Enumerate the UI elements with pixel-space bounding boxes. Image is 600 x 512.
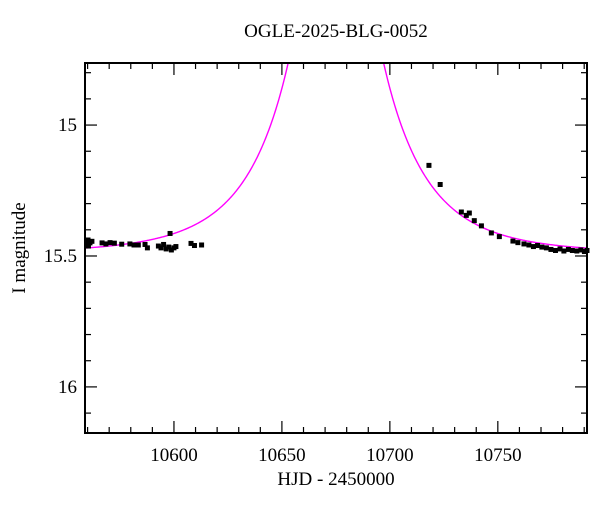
x-tick-label: 10750 [474,445,522,466]
data-point [578,247,584,253]
data-point [163,246,169,252]
data-point [89,238,95,244]
data-point [526,242,532,248]
data-point [569,247,575,253]
data-point [471,218,477,224]
data-point [155,243,161,249]
data-point [539,244,545,250]
data-point [103,241,109,247]
y-axis-title: I magnitude [9,202,30,294]
data-point [581,249,587,255]
data-point [173,244,179,250]
data-point [158,245,164,251]
data-point [167,230,173,236]
data-point [548,246,554,252]
x-tick-label: 10650 [258,445,306,466]
data-point [191,243,197,249]
y-tick-label: 16 [58,377,77,398]
data-point [84,240,90,246]
data-point [119,241,125,247]
chart-title: OGLE-2025-BLG-0052 [244,21,428,42]
data-point [107,240,113,246]
data-point [426,162,432,168]
data-point [466,210,472,216]
data-point [535,243,541,249]
x-tick-label: 10700 [366,445,414,466]
data-point [478,223,484,229]
x-axis-title: HJD - 2450000 [277,469,395,490]
data-point [521,241,527,247]
data-point [142,241,148,247]
data-point [574,248,580,254]
data-point [510,238,516,244]
data-point [168,247,174,253]
y-tick-label: 15 [58,115,77,136]
data-point [199,242,205,248]
data-point [144,245,150,251]
y-tick-label: 15.5 [44,246,77,267]
data-point [161,241,167,247]
data-point [552,247,558,253]
data-point [496,234,502,240]
data-point [515,240,521,246]
data-points [84,162,590,255]
data-point [437,182,443,187]
data-point [135,242,141,248]
data-point [557,246,563,252]
plot-frame [84,62,588,434]
data-point [111,240,117,246]
data-point [99,240,105,246]
data-point [488,230,494,236]
data-point [543,245,549,251]
data-point [188,240,194,246]
data-point [530,244,536,250]
data-point [463,212,469,218]
data-point [85,243,91,249]
data-point [127,241,133,247]
x-tick-label: 10600 [150,445,198,466]
data-point [85,237,91,243]
data-point [166,244,172,250]
data-point [131,242,137,248]
data-point [458,209,464,215]
data-point [565,246,571,252]
data-point [561,248,567,254]
